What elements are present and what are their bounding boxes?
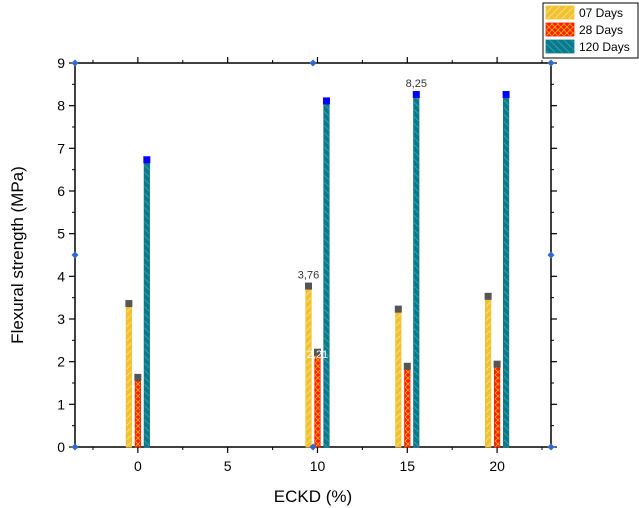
bar-07-days — [305, 286, 312, 448]
data-label: 2,21 — [307, 349, 328, 361]
corner-diamond-marker — [71, 59, 79, 67]
y-tick-label: 7 — [57, 140, 65, 156]
data-label: 3,76 — [298, 270, 319, 282]
legend-swatch — [545, 22, 575, 37]
x-axis-title: ECKD (%) — [274, 487, 352, 506]
bar-marker — [313, 348, 321, 356]
y-tick-label: 2 — [57, 354, 65, 370]
corner-diamond-marker — [547, 251, 555, 259]
bar-07-days — [125, 303, 132, 448]
y-tick-label: 9 — [57, 55, 65, 71]
data-label: 8,25 — [406, 78, 427, 90]
bar-marker — [403, 362, 411, 370]
y-tick-label: 1 — [57, 396, 65, 412]
bar-marker — [134, 373, 142, 381]
bar-28-days — [404, 366, 411, 448]
bar-07-days — [395, 309, 402, 448]
x-tick-label: 5 — [224, 458, 232, 474]
bar-marker — [322, 97, 330, 105]
y-tick-label: 4 — [57, 268, 65, 284]
x-tick-label: 20 — [489, 458, 505, 474]
corner-diamond-marker — [309, 59, 317, 67]
bar-120-days — [413, 94, 420, 448]
bar-28-days — [494, 364, 501, 448]
corner-diamond-marker — [309, 443, 317, 451]
bars — [125, 94, 510, 448]
corner-diamond-marker — [71, 251, 79, 259]
legend-label: 07 Days — [579, 6, 623, 20]
bar-marker — [412, 91, 420, 98]
x-tick-label: 10 — [310, 458, 326, 474]
legend: 07 Days 28 Days 120 Days — [542, 2, 639, 59]
y-tick-label: 5 — [57, 226, 65, 242]
legend-label: 120 Days — [579, 40, 630, 54]
y-axis-title: Flexural strength (MPa) — [8, 166, 27, 344]
data-labels: 3,76 2,21 8,25 — [298, 78, 427, 361]
bar-marker — [305, 282, 313, 290]
bar-marker — [502, 91, 510, 98]
y-tick-label: 3 — [57, 311, 65, 327]
y-tick-label: 8 — [57, 98, 65, 114]
bar-marker — [394, 305, 402, 313]
x-tick-label: 0 — [134, 458, 142, 474]
bar-07-days — [485, 296, 492, 448]
legend-swatch — [545, 39, 575, 54]
bar-marker — [484, 292, 492, 300]
bar-120-days — [323, 101, 330, 448]
corner-diamond-marker — [547, 443, 555, 451]
bar-markers — [125, 91, 510, 381]
corner-diamond-marker — [547, 59, 555, 67]
bar-28-days — [314, 352, 321, 448]
bar-120-days — [502, 94, 510, 448]
bar-120-days — [143, 159, 150, 448]
bar-marker — [493, 360, 501, 368]
frame-corner-markers — [71, 59, 555, 451]
corner-diamond-marker — [71, 443, 79, 451]
bar-28-days — [134, 377, 141, 448]
x-tick-label: 15 — [400, 458, 416, 474]
legend-label: 28 Days — [579, 23, 623, 37]
legend-swatch — [545, 5, 575, 20]
y-tick-label: 0 — [57, 439, 65, 455]
y-tick-label: 6 — [57, 183, 65, 199]
bar-marker — [143, 156, 151, 164]
bar-marker — [125, 300, 133, 308]
